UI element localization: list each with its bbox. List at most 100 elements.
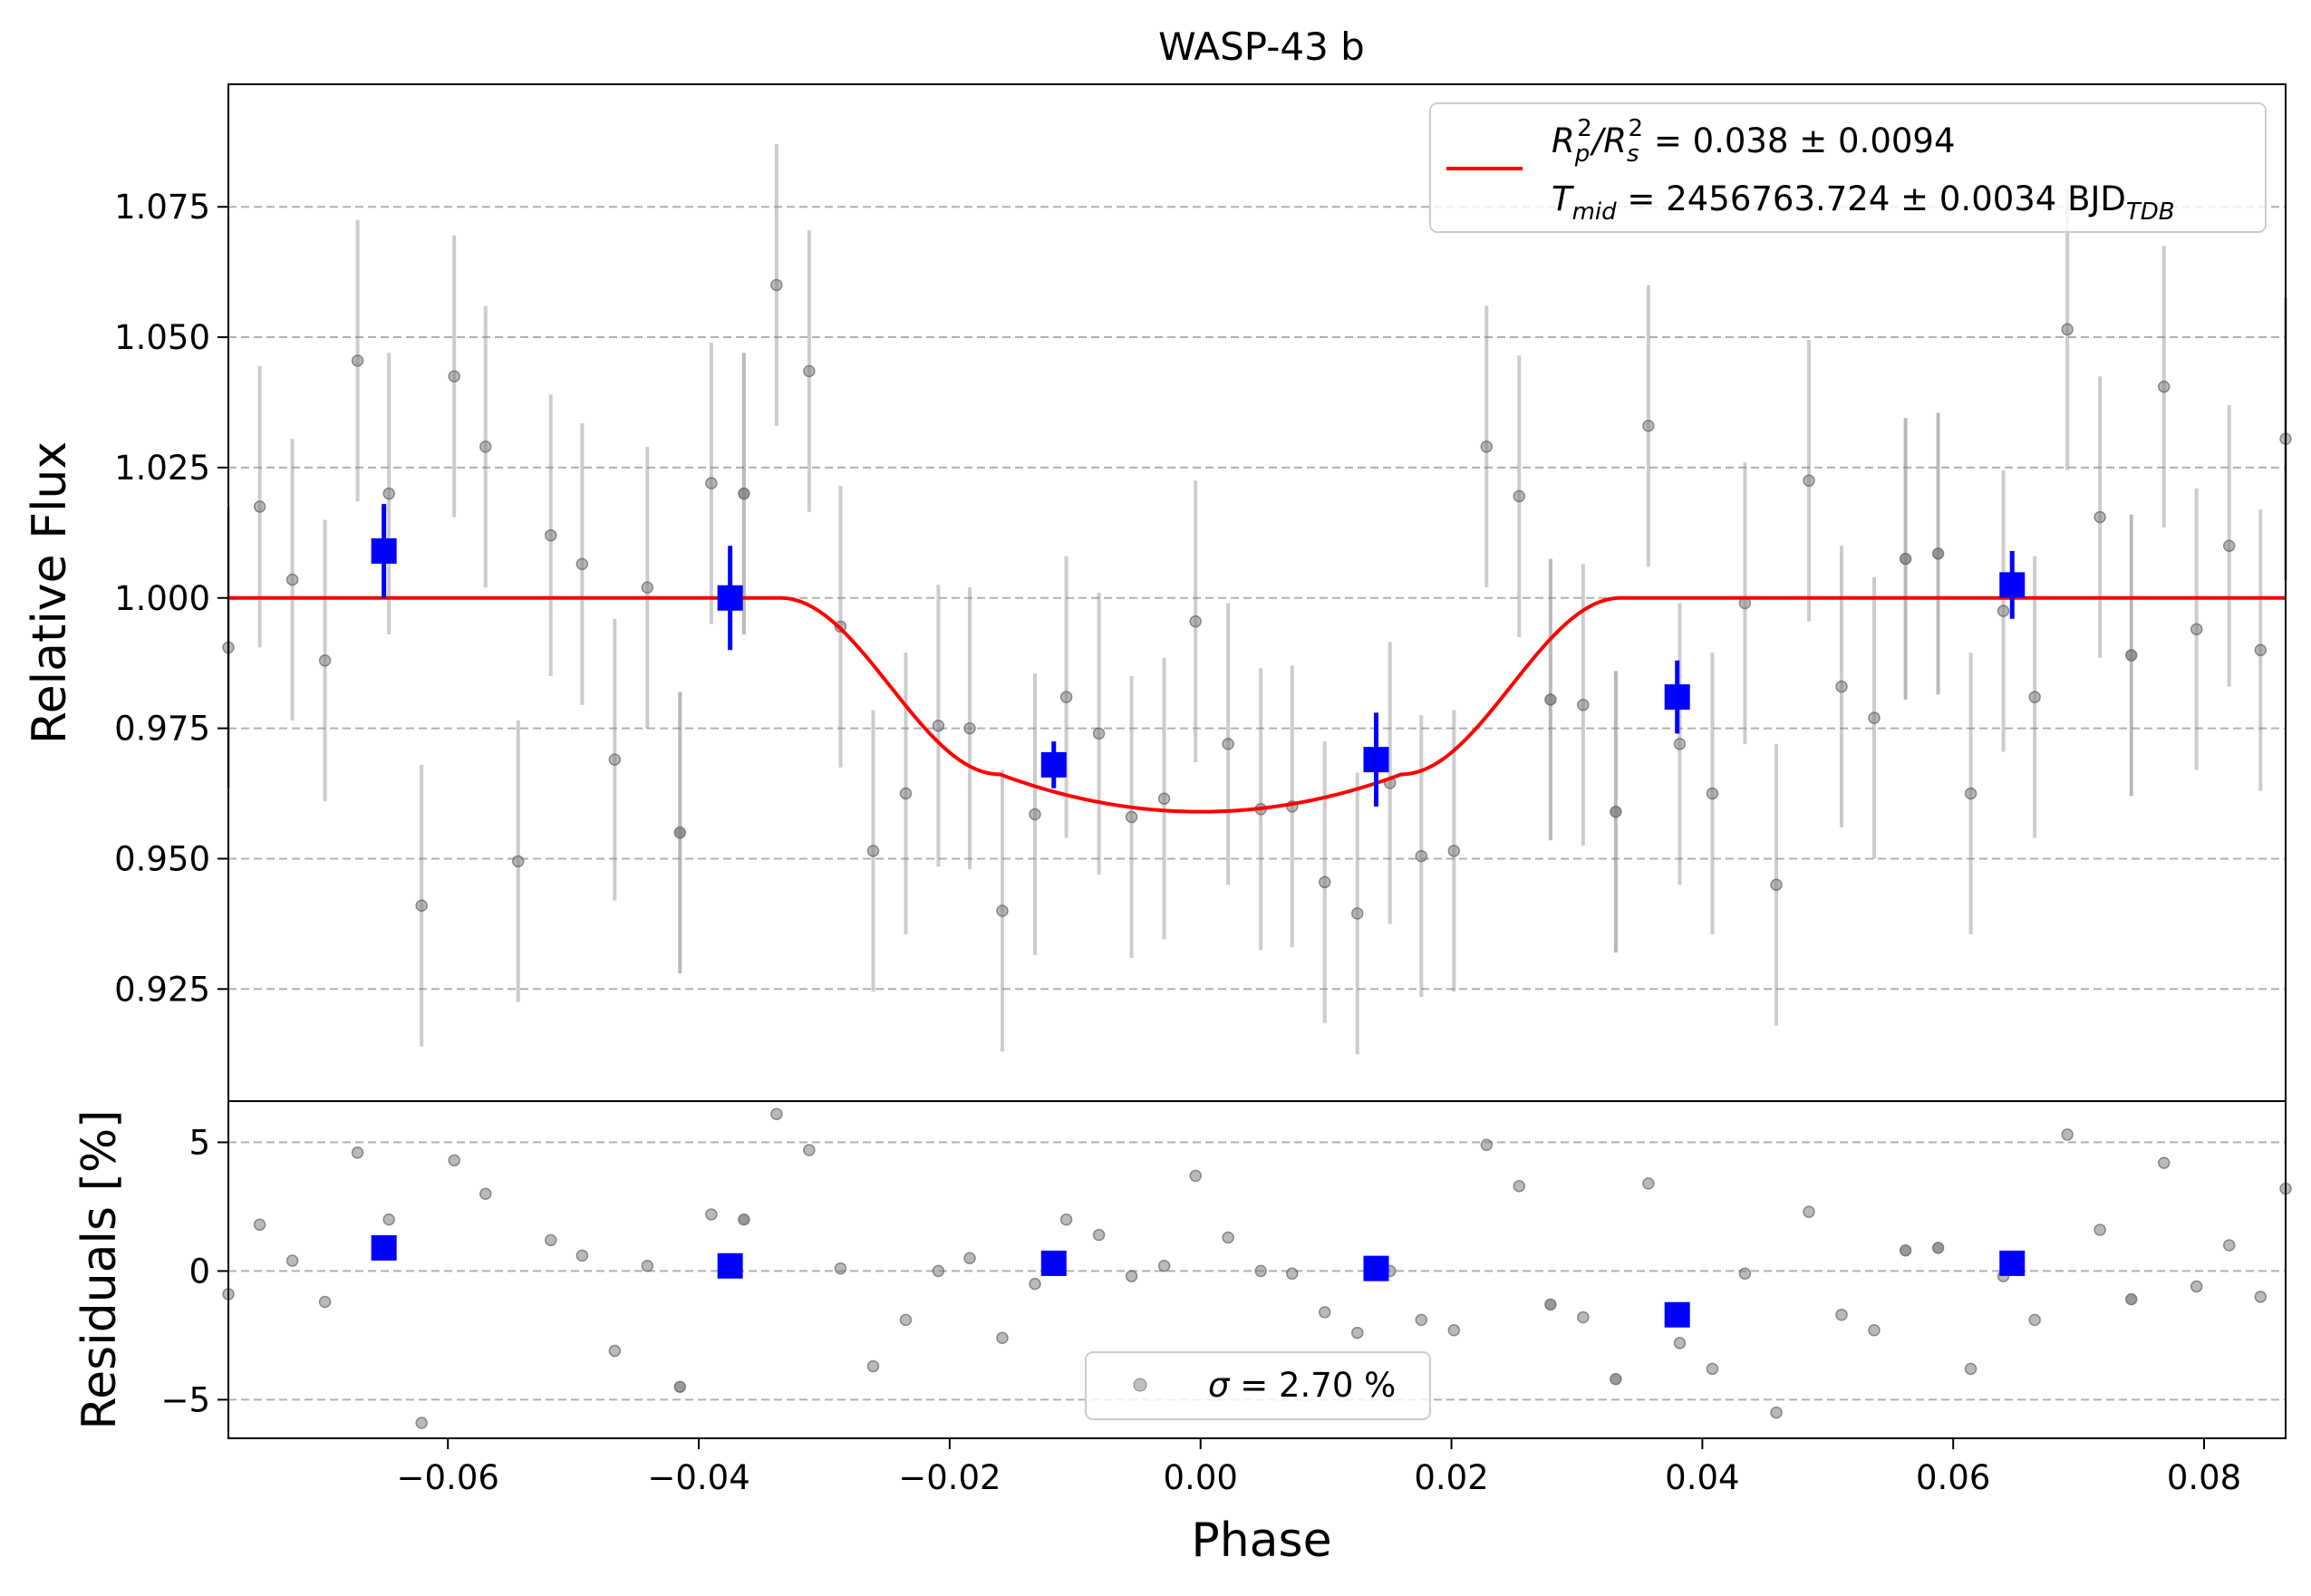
residual-point [1931,1242,1945,1254]
residual-point [575,1249,589,1262]
residual-point [1318,1306,1331,1319]
raw-point [608,753,622,766]
residual-point [479,1187,492,1200]
residual-point [834,1262,847,1275]
top-y-axis-ticks: 0.925 0.950 0.975 1.000 1.025 1.050 1.075 [114,188,228,1009]
residual-point [963,1252,976,1264]
raw-point [511,855,525,868]
residual-point [1673,1337,1687,1349]
binned-residual-point [1999,1250,2026,1276]
raw-point [1059,691,1073,703]
residual-point [1770,1406,1783,1419]
raw-point [2125,649,2138,662]
legend-sigma-text: σ = 2.70 % [1208,1366,1396,1405]
residual-point [932,1264,945,1278]
residual-point [1642,1177,1655,1190]
x-axis-label: Phase [1191,1514,1331,1568]
raw-point [1092,727,1106,740]
residual-point [2157,1156,2171,1169]
residual-point [351,1146,364,1159]
raw-point [479,440,492,453]
top-y-tick-label: 0.925 [114,970,210,1009]
residual-point [1157,1259,1171,1272]
legend-depth-text: Rp2/Rs2 = 0.038 ± 0.0094 [1552,115,1956,168]
residual-point [1029,1277,1041,1291]
raw-point [2061,323,2074,336]
residual-point [1286,1267,1299,1281]
raw-point [2157,380,2171,393]
residual-point [1738,1267,1752,1281]
raw-point [1350,907,1364,920]
residual-point [803,1144,816,1156]
binned-residual-point [1040,1250,1067,1276]
top-binned-points [371,504,2026,807]
x-tick-label: −0.06 [397,1458,499,1497]
binned-residual-point [1664,1301,1690,1328]
residual-point [1222,1231,1234,1244]
top-y-tick-label: 1.000 [114,579,210,618]
residual-legend: σ = 2.70 % [1085,1351,1431,1420]
raw-point [1125,810,1138,824]
raw-point [1157,792,1171,806]
raw-point [2222,539,2236,552]
raw-point [1222,738,1234,750]
raw-point [2093,510,2106,524]
residual-point [899,1313,913,1327]
residual-point [1544,1298,1557,1311]
residual-point [705,1208,718,1221]
residual-point [2254,1291,2267,1303]
x-tick-label: 0.00 [1164,1458,1238,1497]
x-tick-label: −0.02 [898,1458,1001,1497]
raw-point [1931,547,1945,560]
raw-point [1899,552,1912,566]
residual-point [2125,1292,2138,1306]
raw-point [641,581,654,594]
raw-point [1673,738,1687,750]
raw-point [866,845,880,857]
top-y-axis-label: Relative Flux [23,441,77,744]
raw-point [415,899,428,912]
raw-point [1415,849,1428,863]
binned-point [717,585,743,611]
residual-legend-box [1085,1351,1431,1420]
residual-point [1610,1372,1622,1386]
raw-point [1803,474,1815,488]
residual-point [1415,1313,1428,1327]
residual-point [285,1254,299,1267]
residual-point [738,1213,750,1226]
binned-residual-point [717,1253,743,1279]
residual-point [1059,1213,1073,1226]
binned-point [1363,747,1389,773]
raw-point [1835,680,1848,693]
residual-binned-points [371,1234,2026,1328]
residual-point [2190,1280,2203,1293]
raw-point [2254,643,2267,657]
residual-point [996,1331,1009,1345]
raw-point [1868,711,1881,724]
top-y-tick-label: 0.950 [114,839,210,878]
residual-point [2093,1224,2106,1236]
residual-point [1447,1323,1461,1337]
raw-point [1318,875,1331,889]
residual-point [1803,1205,1815,1218]
raw-point [544,528,557,542]
raw-point [1642,420,1655,432]
legend-tmid-text: Tmid = 2456763.724 ± 0.0034 BJDTDB [1552,179,2175,226]
raw-point [996,904,1009,917]
binned-point [371,537,397,564]
residual-point [253,1218,266,1232]
top-y-tick-label: 1.025 [114,449,210,488]
raw-point [1189,614,1202,628]
residual-raw-points [222,1108,2292,1429]
bottom-panel: −5 0 5 −0.06 −0.04 −0.02 0.00 0.02 0.04 0.06 0.08… [73,1100,2292,1568]
residual-point [1513,1179,1526,1193]
transit-model-curve [228,595,2286,814]
residual-point [1577,1311,1590,1324]
raw-point [705,477,718,489]
residual-point [673,1380,687,1393]
top-y-tick-label: 0.975 [114,710,210,749]
raw-point [1610,805,1622,818]
raw-point [2190,623,2203,636]
residual-point [2028,1313,2041,1327]
